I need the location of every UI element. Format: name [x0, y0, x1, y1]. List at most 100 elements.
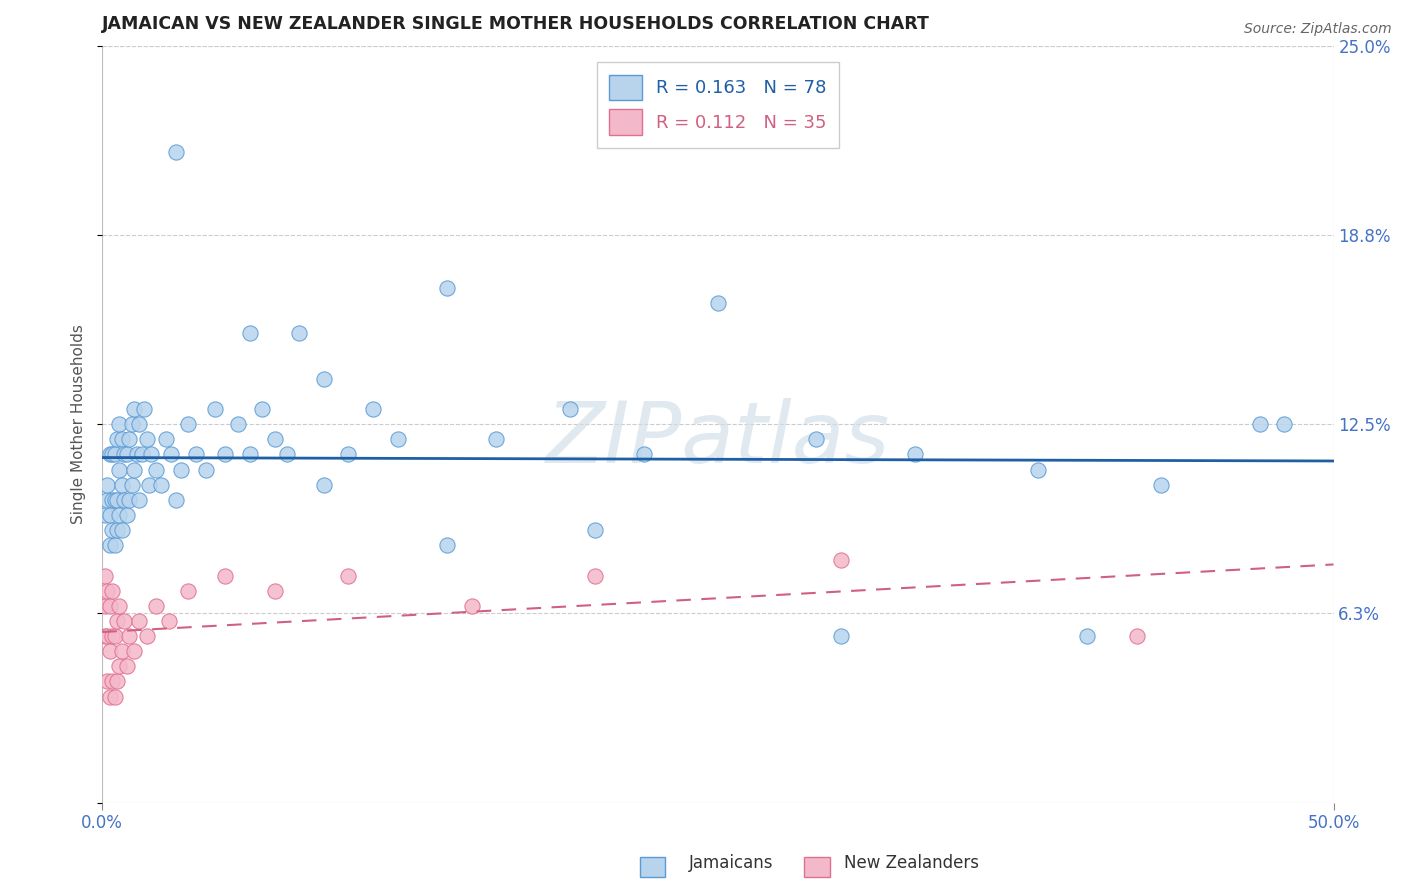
Point [111, 432, 134, 446]
Point [214, 447, 236, 461]
Point [122, 402, 145, 417]
Point [108, 508, 131, 522]
Point [558, 402, 581, 417]
Text: JAMAICAN VS NEW ZEALANDER SINGLE MOTHER HOUSEHOLDS CORRELATION CHART: JAMAICAN VS NEW ZEALANDER SINGLE MOTHER … [103, 15, 931, 33]
Point [337, 568, 360, 582]
Point [214, 568, 236, 582]
Point [141, 447, 163, 461]
Point [101, 629, 124, 643]
Point [98, 538, 121, 552]
Point [128, 614, 150, 628]
Point [103, 538, 125, 552]
Point [111, 644, 134, 658]
Point [111, 477, 134, 491]
Point [93, 599, 115, 613]
Point [485, 432, 508, 446]
Point [276, 447, 298, 461]
Point [194, 462, 217, 476]
Point [128, 492, 150, 507]
Point [112, 447, 135, 461]
Point [125, 447, 148, 461]
Point [98, 644, 121, 658]
Point [98, 690, 121, 704]
Text: Source: ZipAtlas.com: Source: ZipAtlas.com [1244, 22, 1392, 37]
Point [93, 568, 115, 582]
Text: ZIPatlas: ZIPatlas [546, 398, 890, 481]
Point [830, 629, 852, 643]
Point [145, 462, 167, 476]
Text: Jamaicans: Jamaicans [689, 855, 773, 872]
Point [105, 523, 128, 537]
Point [312, 372, 335, 386]
Point [132, 402, 155, 417]
Point [135, 432, 157, 446]
Point [184, 447, 207, 461]
Point [105, 492, 128, 507]
Point [108, 462, 131, 476]
Point [98, 447, 121, 461]
Point [93, 629, 115, 643]
Point [177, 583, 200, 598]
Point [96, 674, 118, 689]
Point [115, 659, 138, 673]
Point [103, 447, 125, 461]
Point [583, 568, 606, 582]
Point [131, 447, 153, 461]
Point [204, 402, 226, 417]
Point [288, 326, 311, 341]
Point [101, 674, 124, 689]
Point [105, 432, 128, 446]
Point [96, 492, 118, 507]
Point [112, 614, 135, 628]
Point [436, 281, 458, 295]
Point [122, 462, 145, 476]
Point [108, 659, 131, 673]
Point [160, 447, 183, 461]
Point [115, 508, 138, 522]
Point [128, 417, 150, 431]
Point [1272, 417, 1295, 431]
Point [170, 462, 193, 476]
Point [118, 432, 141, 446]
Point [105, 614, 128, 628]
Point [1249, 417, 1271, 431]
Point [145, 599, 167, 613]
Point [135, 629, 157, 643]
Point [361, 402, 384, 417]
Point [93, 508, 115, 522]
Point [112, 492, 135, 507]
Point [111, 523, 134, 537]
Point [101, 583, 124, 598]
Point [115, 447, 138, 461]
Point [96, 477, 118, 491]
Point [806, 432, 828, 446]
Point [108, 417, 131, 431]
Text: New Zealanders: New Zealanders [844, 855, 979, 872]
Point [337, 447, 360, 461]
Point [96, 583, 118, 598]
Y-axis label: Single Mother Households: Single Mother Households [72, 324, 86, 524]
Point [118, 629, 141, 643]
Point [1125, 629, 1147, 643]
Point [904, 447, 927, 461]
Point [165, 145, 187, 159]
Point [155, 432, 177, 446]
Point [165, 492, 187, 507]
Point [239, 326, 262, 341]
Legend: R = 0.163   N = 78, R = 0.112   N = 35: R = 0.163 N = 78, R = 0.112 N = 35 [596, 62, 839, 148]
Point [108, 599, 131, 613]
Point [263, 583, 285, 598]
Point [1150, 477, 1173, 491]
Point [177, 417, 200, 431]
Point [98, 508, 121, 522]
Point [263, 432, 285, 446]
Point [101, 523, 124, 537]
Point [105, 674, 128, 689]
Point [103, 492, 125, 507]
Point [460, 599, 482, 613]
Point [583, 523, 606, 537]
Point [98, 599, 121, 613]
Point [150, 477, 173, 491]
Point [118, 492, 141, 507]
Point [157, 614, 180, 628]
